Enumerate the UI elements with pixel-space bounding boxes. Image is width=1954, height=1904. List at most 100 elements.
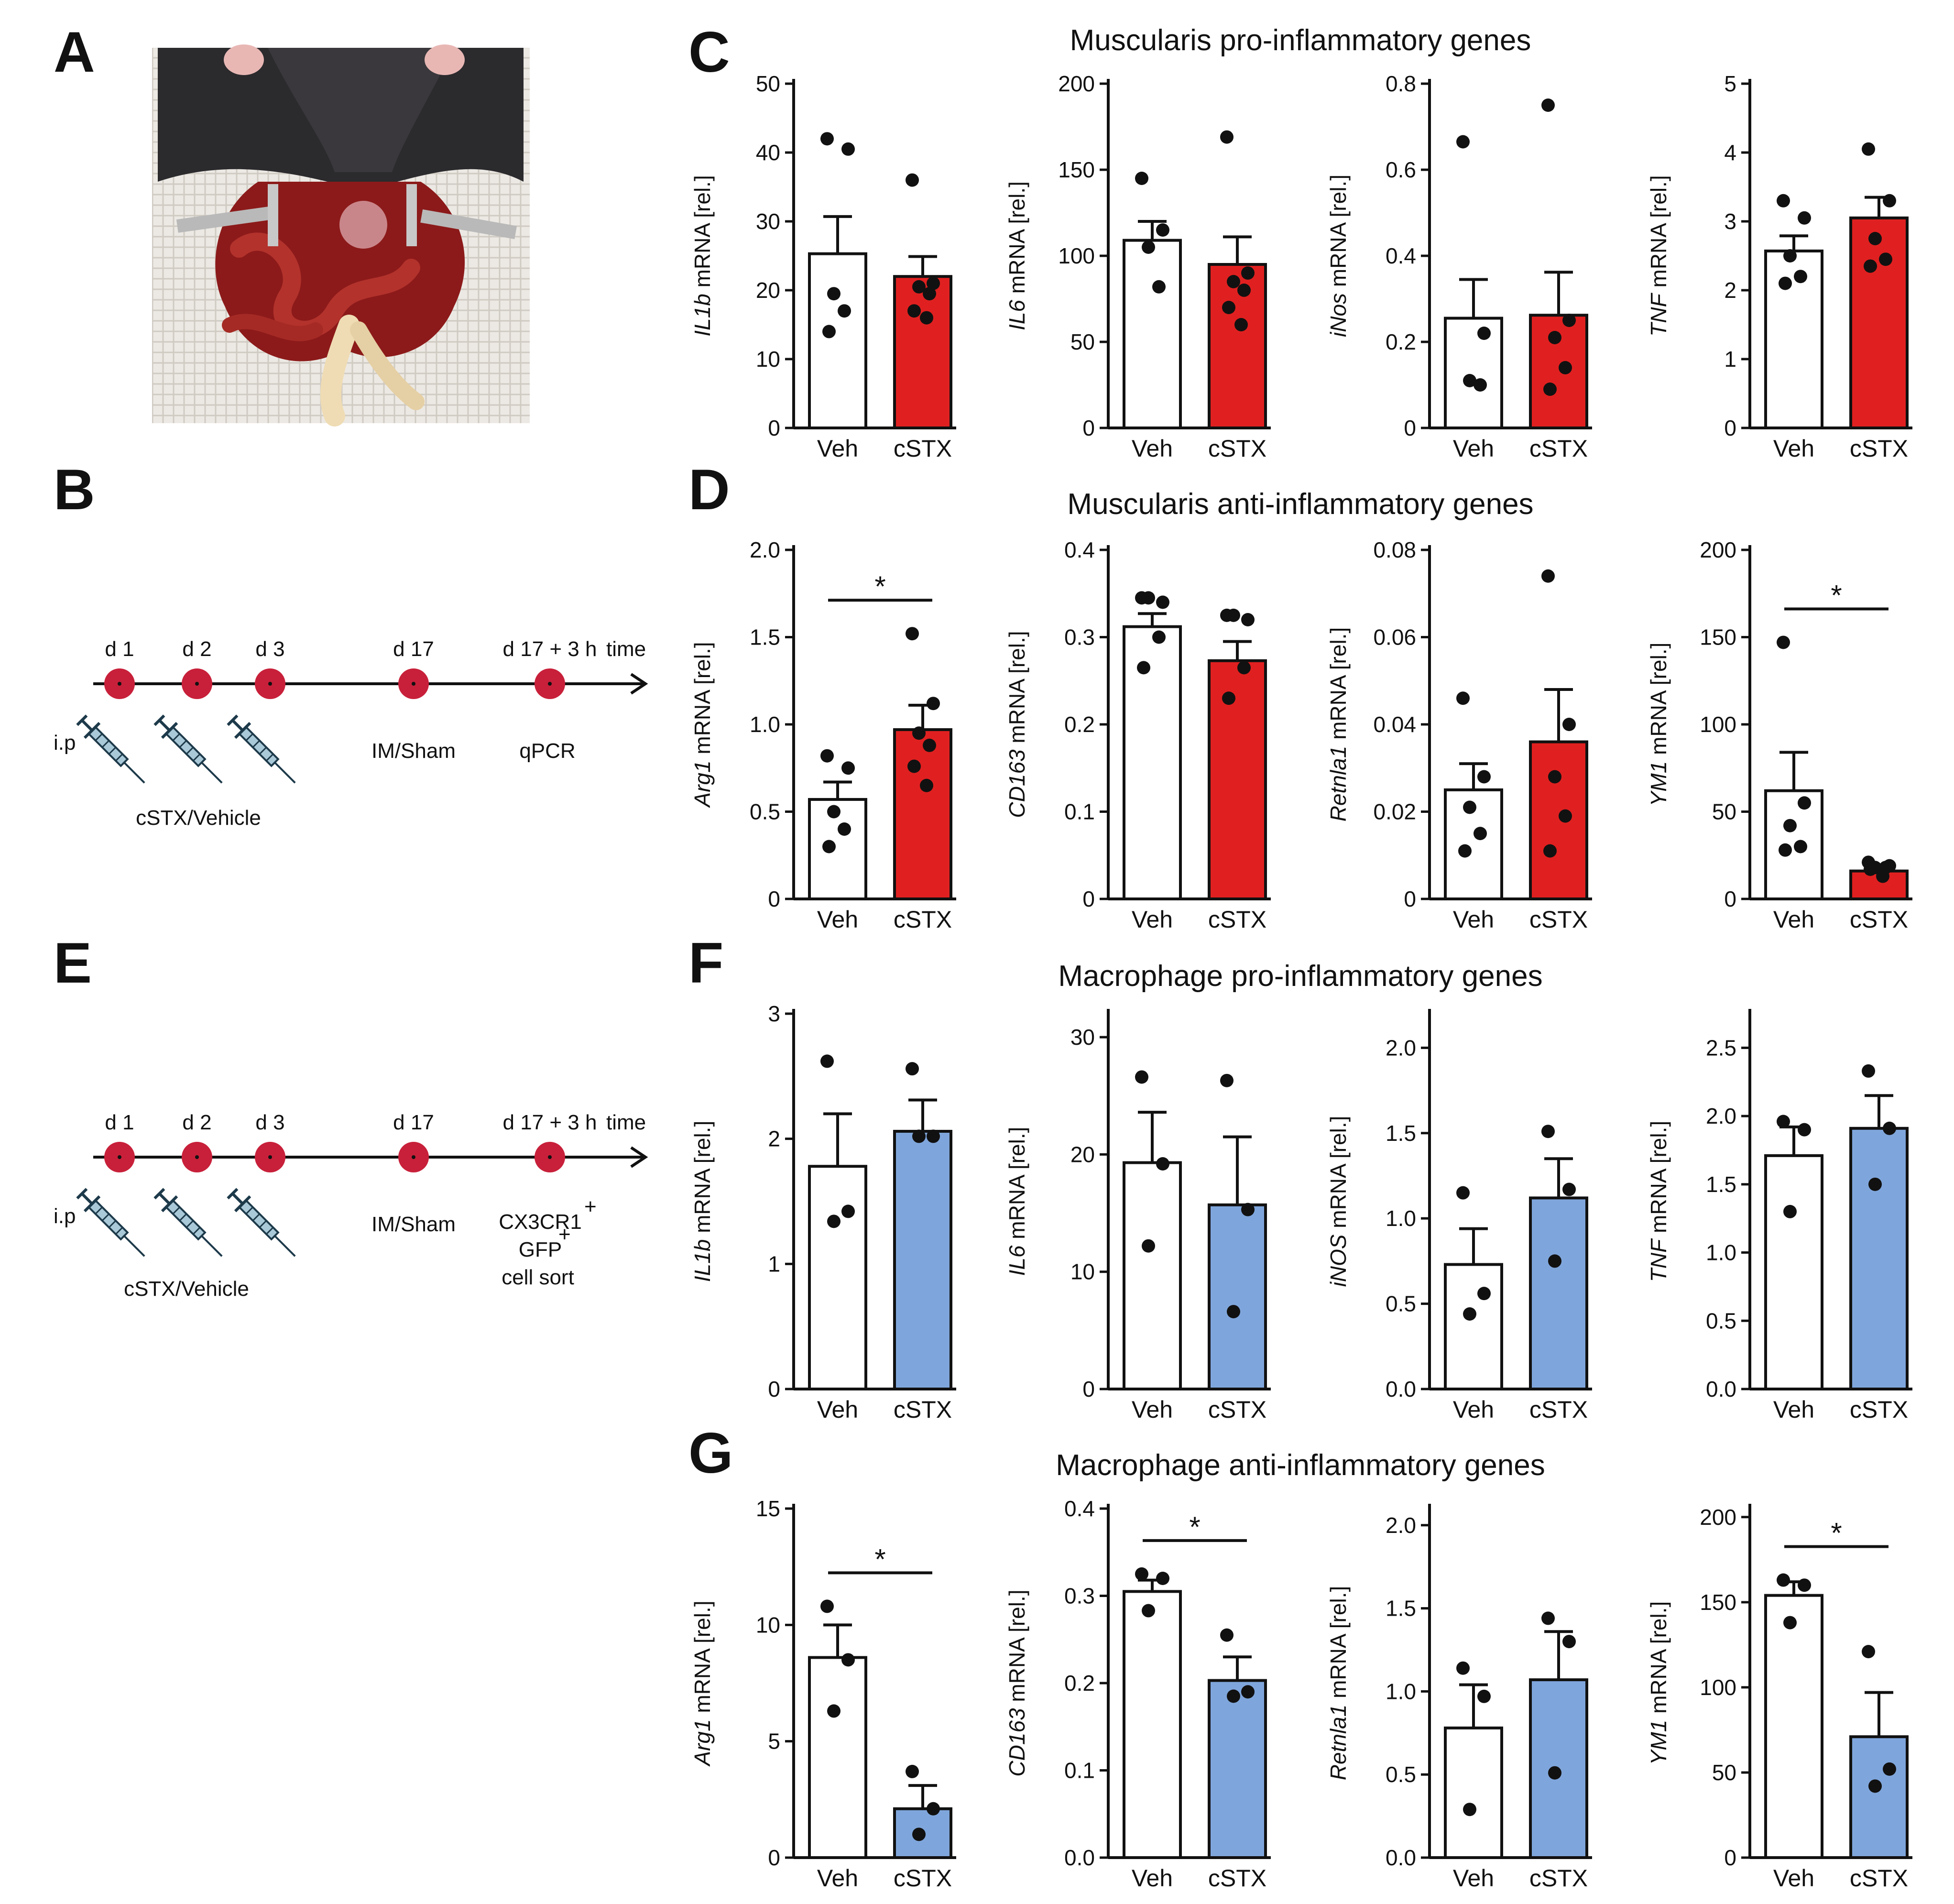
- data-point: [1548, 331, 1561, 344]
- data-point: [822, 325, 836, 339]
- x-category-label: cSTX: [1850, 1396, 1908, 1423]
- treatment-label: cSTX/Vehicle: [124, 1277, 249, 1301]
- data-point: [1237, 661, 1251, 675]
- data-point: [1463, 1307, 1476, 1321]
- y-tick-label: 1.0: [750, 712, 780, 737]
- y-tick-label: 1: [1724, 347, 1736, 372]
- timeline-dot-center: [195, 682, 199, 686]
- y-axis-label: iNos mRNA [rel.]: [1326, 175, 1351, 337]
- chart-f-il6: 0 10 20 30 IL6 mRNA [rel.] Veh cSTX: [1004, 1009, 1271, 1423]
- y-axis-label-gene: YM1: [1646, 761, 1671, 807]
- x-category-label: Veh: [1132, 906, 1173, 933]
- data-point: [1541, 1611, 1555, 1625]
- y-axis-label-unit: mRNA [rel.]: [690, 1121, 715, 1239]
- significance-star: *: [874, 570, 885, 602]
- y-axis-label-gene: CD163: [1004, 749, 1029, 818]
- readout-label: qPCR: [519, 739, 575, 763]
- significance-star: *: [1189, 1511, 1200, 1543]
- bar-veh: [808, 1656, 867, 1859]
- y-tick-label: 50: [1712, 799, 1736, 824]
- y-axis-label-unit: mRNA [rel.]: [1004, 1127, 1029, 1246]
- y-axis-label-unit: mRNA [rel.]: [1326, 627, 1351, 746]
- y-tick-label: 2: [768, 1127, 780, 1151]
- data-point: [838, 822, 851, 836]
- y-axis-label-unit: mRNA [rel.]: [1646, 1121, 1671, 1239]
- y-tick-label: 0.02: [1373, 799, 1416, 824]
- data-point: [1156, 595, 1169, 609]
- timeline-day-label: d 17 + 3 h: [503, 1111, 597, 1134]
- significance-star: *: [1831, 579, 1842, 611]
- data-point: [838, 304, 851, 318]
- data-point: [1777, 1573, 1790, 1587]
- syringe-icon: [225, 1186, 303, 1264]
- data-point: [1156, 1572, 1169, 1585]
- y-tick-label: 0.0: [1386, 1377, 1416, 1401]
- y-axis-label-gene: Retnla1: [1326, 1705, 1351, 1781]
- y-tick-label: 30: [756, 209, 780, 234]
- y-axis-label: IL6 mRNA [rel.]: [1004, 181, 1029, 330]
- y-tick-label: 0.06: [1373, 625, 1416, 650]
- timeline-arrowhead: [630, 1146, 648, 1168]
- data-point: [1135, 1070, 1148, 1084]
- y-axis-label-unit: mRNA [rel.]: [1004, 181, 1029, 300]
- chart-f-il1b: 0 1 2 3 IL1b mRNA [rel.] Veh cSTX: [690, 1001, 956, 1423]
- data-point: [1234, 318, 1248, 331]
- data-point: [1879, 252, 1892, 266]
- chart-f-tnf: 0.0 0.5 1.0 1.5 2.0 2.5 TNF mRNA [rel.] Veh cSTX: [1646, 1009, 1912, 1423]
- data-point: [1783, 249, 1797, 263]
- timeline-dot-center: [412, 1155, 415, 1159]
- chart-d-arg1: 0 0.5 1.0 1.5 2.0 Arg1 mRNA [rel.] Veh cSTX *: [690, 537, 956, 933]
- data-point: [1798, 796, 1811, 810]
- timeline-day-label: d 1: [105, 637, 134, 661]
- panel-label-e: E: [54, 931, 92, 995]
- y-tick-label: 10: [756, 1612, 780, 1637]
- data-point: [1798, 1123, 1811, 1137]
- x-category-label: cSTX: [1529, 435, 1588, 462]
- y-axis-label-gene: TNF: [1646, 1238, 1671, 1282]
- data-point: [907, 304, 921, 318]
- y-tick-label: 1.0: [1386, 1206, 1416, 1231]
- data-point: [822, 840, 836, 854]
- data-point: [1152, 630, 1166, 644]
- chart-c-inos: 0 0.2 0.4 0.6 0.8 iNos mRNA [rel.] Veh cSTX: [1326, 71, 1592, 462]
- y-tick-label: 0.5: [1386, 1291, 1416, 1316]
- y-axis-label: TNF mRNA [rel.]: [1646, 175, 1671, 336]
- data-point: [1798, 211, 1811, 225]
- y-axis-label: Arg1 mRNA [rel.]: [690, 642, 715, 808]
- data-point: [923, 287, 936, 301]
- data-point: [1779, 843, 1792, 857]
- y-tick-label: 1.5: [1386, 1121, 1416, 1146]
- data-point: [912, 1827, 926, 1841]
- data-point: [927, 697, 940, 711]
- surgery-label: IM/Sham: [371, 739, 456, 763]
- bar-veh: [1123, 1590, 1182, 1859]
- y-tick-label: 150: [1700, 1590, 1736, 1615]
- data-point: [827, 805, 841, 819]
- y-tick-label: 1.5: [1386, 1596, 1416, 1621]
- x-category-label: Veh: [1773, 906, 1814, 933]
- y-tick-label: 0.2: [1064, 1671, 1095, 1696]
- data-point: [1241, 1203, 1255, 1216]
- injection-label: i.p: [54, 731, 76, 755]
- timeline-time-label: time: [606, 637, 646, 661]
- bar-cstx: [1529, 1196, 1588, 1390]
- data-point: [1783, 1616, 1797, 1630]
- y-tick-label: 0: [1082, 886, 1095, 911]
- timeline-dot-center: [268, 682, 272, 686]
- y-axis-label: IL6 mRNA [rel.]: [1004, 1127, 1029, 1276]
- data-point: [1876, 869, 1889, 883]
- data-point: [827, 287, 841, 301]
- y-tick-label: 0.4: [1386, 243, 1416, 268]
- data-point: [827, 1215, 841, 1228]
- data-point: [1548, 770, 1561, 784]
- bar-veh: [808, 1165, 867, 1391]
- y-tick-label: 2: [1724, 278, 1736, 303]
- chart-d-ym1: 0 50 100 150 200 YM1 mRNA [rel.] Veh cSTX *: [1646, 537, 1912, 933]
- x-category-label: Veh: [817, 1396, 858, 1423]
- y-tick-label: 100: [1700, 712, 1736, 737]
- y-tick-label: 0.0: [1064, 1845, 1095, 1870]
- y-tick-label: 0.4: [1064, 1496, 1095, 1521]
- bar-veh: [1764, 1154, 1823, 1391]
- y-tick-label: 2.0: [1386, 1035, 1416, 1060]
